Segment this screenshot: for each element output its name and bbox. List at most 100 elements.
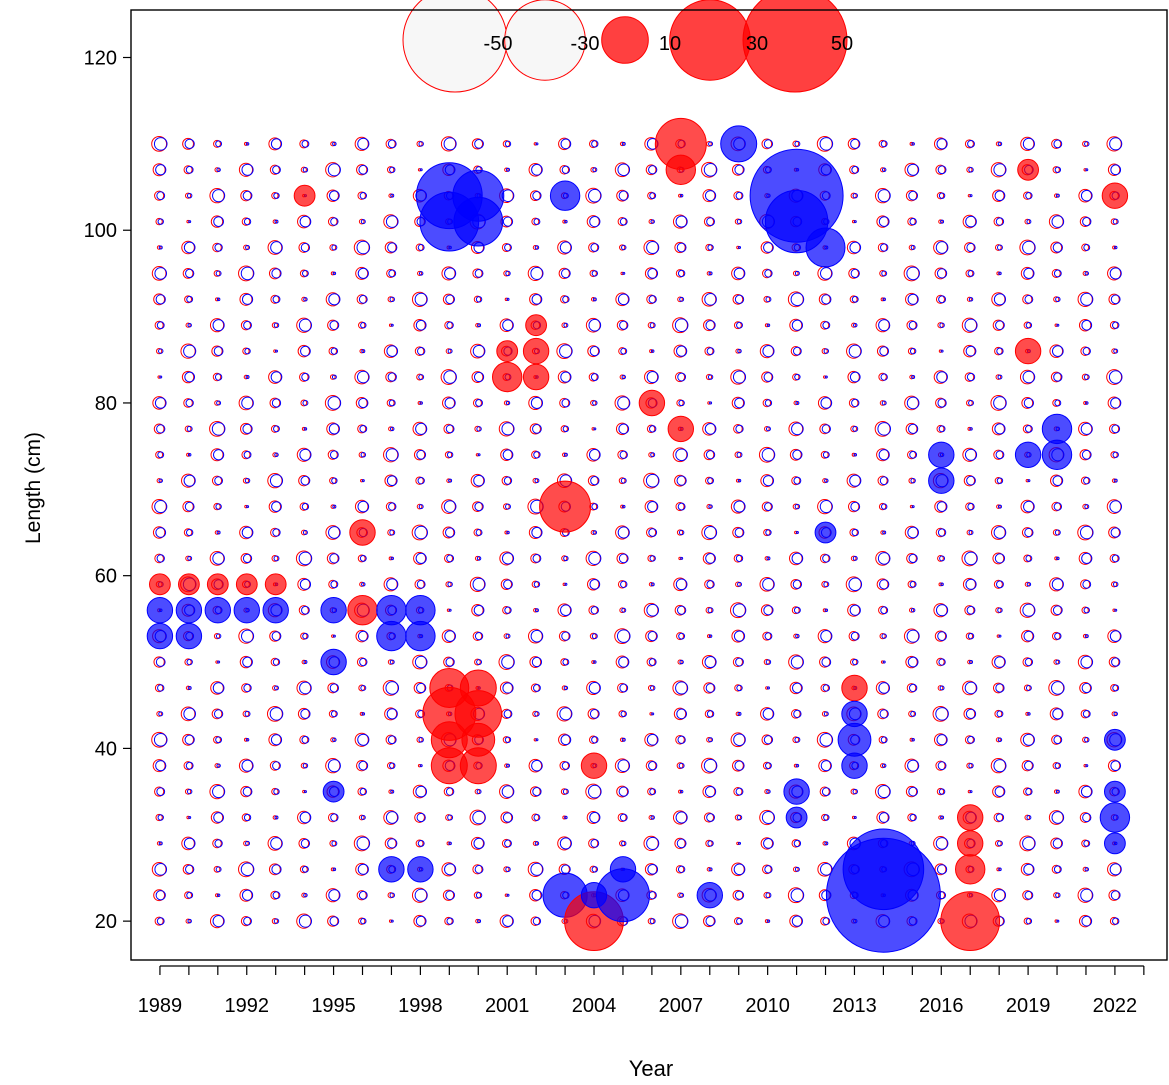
residual-ring: [332, 141, 337, 147]
residual-ring: [1053, 372, 1063, 382]
residual-ring: [702, 785, 716, 799]
residual-ring: [356, 890, 367, 901]
residual-ring: [588, 318, 602, 332]
residual-ring: [677, 659, 683, 665]
residual-ring: [621, 737, 626, 742]
residual-ring: [993, 812, 1004, 823]
residual-ring: [820, 916, 830, 926]
residual-ring: [990, 758, 1006, 774]
residual-ring: [557, 603, 572, 618]
residual-ring: [443, 423, 454, 434]
residual-ring: [734, 527, 745, 538]
residual-ring: [1112, 608, 1116, 612]
residual-ring: [1049, 707, 1063, 721]
residual-ring: [477, 453, 481, 457]
residual-ring: [790, 346, 801, 357]
residual-ring: [704, 785, 717, 798]
residual-ring: [1084, 504, 1090, 510]
residual-ring: [470, 473, 485, 488]
residual-ring: [792, 449, 803, 460]
residual-ring: [328, 423, 340, 435]
residual-ring: [330, 504, 336, 509]
residual-ring: [587, 475, 599, 487]
residual-ring: [443, 137, 457, 151]
residual-ring: [502, 605, 511, 615]
residual-ring: [387, 372, 397, 382]
residual-ring: [879, 400, 886, 406]
residual-ring: [762, 398, 772, 408]
residual-ring: [822, 917, 831, 926]
residual-ring: [964, 605, 975, 616]
residual-ring: [443, 370, 457, 384]
residual-ring: [676, 242, 687, 253]
residual-ring: [298, 475, 310, 487]
residual-ring: [1113, 348, 1119, 354]
residual-ring: [649, 349, 654, 354]
residual-ring: [851, 219, 856, 224]
residual-ring: [246, 505, 250, 509]
residual-ring: [965, 578, 977, 590]
residual-ring: [735, 348, 741, 354]
residual-ring: [762, 631, 772, 641]
residual-ring: [475, 918, 480, 924]
residual-bubble: [1014, 337, 1042, 365]
residual-ring: [1050, 241, 1063, 254]
residual-ring: [674, 837, 686, 850]
residual-ring: [848, 631, 859, 642]
residual-ring: [331, 840, 338, 847]
residual-ring: [1024, 527, 1034, 538]
residual-ring: [157, 375, 161, 379]
residual-ring: [908, 190, 919, 201]
residual-ring: [501, 422, 515, 436]
residual-ring: [533, 814, 541, 821]
residual-ring: [274, 685, 279, 691]
residual-ring: [909, 450, 918, 459]
residual-ring: [385, 681, 400, 695]
residual-ring: [850, 138, 861, 149]
residual-ring: [328, 889, 341, 902]
residual-ring: [908, 786, 919, 797]
residual-ring: [588, 448, 601, 461]
residual-ring: [210, 811, 224, 824]
residual-ring: [763, 139, 774, 149]
residual-ring: [1081, 682, 1092, 694]
residual-ring: [648, 219, 654, 225]
residual-ring: [156, 348, 163, 355]
residual-ring: [211, 475, 223, 486]
residual-ring: [274, 815, 279, 820]
residual-ring: [185, 165, 194, 174]
residual-ring: [673, 577, 687, 592]
residual-ring: [708, 634, 713, 638]
residual-ring: [385, 371, 397, 383]
residual-ring: [1027, 712, 1031, 716]
residual-ring: [967, 193, 972, 198]
residual-bubble: [206, 573, 229, 596]
residual-ring: [299, 865, 308, 874]
residual-ring: [589, 865, 597, 873]
residual-ring: [504, 167, 509, 173]
residual-ring: [764, 426, 770, 432]
residual-ring: [271, 192, 279, 200]
x-axis-label: Year: [629, 1056, 673, 1081]
residual-bubble: [233, 597, 261, 624]
residual-ring: [212, 319, 225, 332]
residual-ring: [965, 269, 974, 278]
residual-ring: [650, 582, 655, 587]
residual-ring: [1109, 423, 1120, 434]
residual-ring: [299, 735, 309, 745]
residual-ring: [418, 374, 425, 381]
x-axis: 1989 1992 1995 1998 2001 2004 2007 2010 2013 2016…: [138, 965, 1145, 1017]
residual-ring: [386, 345, 399, 357]
residual-ring: [355, 266, 369, 280]
residual-ring: [649, 555, 656, 562]
residual-ring: [821, 813, 829, 822]
residual-ring: [966, 166, 973, 173]
residual-ring: [938, 295, 946, 304]
residual-ring: [386, 762, 395, 770]
residual-ring: [678, 762, 685, 769]
residual-ring: [1025, 684, 1032, 691]
residual-ring: [850, 192, 857, 199]
residual-ring: [679, 659, 684, 665]
residual-ring: [154, 267, 168, 280]
residual-ring: [1109, 500, 1123, 513]
